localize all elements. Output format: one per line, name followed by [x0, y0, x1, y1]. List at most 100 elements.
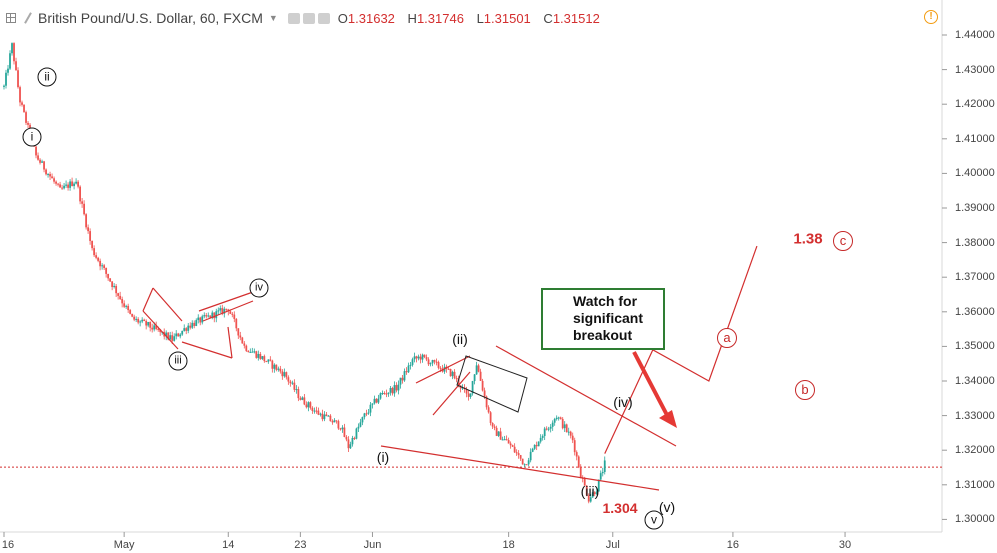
candle-body [507, 440, 510, 444]
source-icon[interactable] [302, 12, 315, 24]
candle-body [187, 325, 190, 331]
price-tick-label: 1.41000 [955, 132, 995, 145]
candle-body [151, 327, 154, 330]
breakout-arrow-head [659, 410, 677, 428]
candle-body [47, 174, 49, 176]
candle-body [539, 437, 542, 442]
candle-body [285, 372, 288, 378]
chevron-down-icon[interactable]: ▼ [268, 13, 278, 23]
candle-body [371, 403, 374, 405]
candle-body [453, 371, 456, 379]
wave-i-label: i [22, 127, 42, 147]
candle-body [23, 104, 25, 113]
candle-body [5, 72, 7, 86]
time-tick-label: 18 [502, 539, 515, 551]
projection-path [604, 245, 758, 454]
candle-body [185, 328, 188, 331]
candle-body [431, 360, 434, 364]
settings-icon[interactable] [287, 12, 300, 24]
candle-body [421, 354, 424, 360]
candle-body [17, 70, 19, 88]
candle-body [55, 181, 57, 184]
candle-body [209, 315, 212, 318]
candle-body [113, 285, 116, 287]
candle-body [545, 428, 548, 430]
candle-body [525, 464, 528, 466]
candle-body [253, 351, 256, 353]
target-c-label: c [833, 231, 853, 251]
candle-body [549, 426, 552, 429]
candle-body [19, 87, 21, 103]
candle-body [255, 351, 258, 358]
candle-body [259, 353, 262, 359]
candle-body [121, 299, 124, 304]
candle-body [571, 435, 574, 441]
candle-body [11, 43, 13, 54]
candle-body [275, 364, 278, 370]
candle-body [323, 414, 326, 420]
candle-body [427, 359, 430, 365]
price-tick-label: 1.43000 [955, 63, 995, 76]
wave-iv-label: iv [249, 278, 269, 298]
low-value-label: 1.304 [602, 500, 638, 516]
candle-body [363, 413, 366, 418]
candle-body [457, 378, 460, 386]
candle-body [9, 53, 11, 69]
candle-body [579, 467, 582, 478]
alert-icon[interactable]: ! [924, 10, 938, 24]
candle-body [45, 169, 47, 175]
candle-body [537, 441, 540, 447]
candle-body [367, 412, 370, 414]
candle-body [191, 322, 194, 328]
candle-body [449, 368, 452, 377]
expand-icon[interactable] [6, 13, 16, 23]
candle-body [379, 393, 382, 399]
candle-body [497, 431, 500, 436]
candle-body [181, 330, 184, 335]
candle-body [315, 410, 318, 412]
candle-body [435, 361, 438, 363]
candle-body [229, 311, 232, 314]
candle-body [355, 428, 358, 439]
candle-body [63, 185, 65, 189]
candle-body [471, 381, 474, 394]
candle-body [79, 186, 81, 202]
candle-body [439, 367, 442, 369]
candle-body [399, 377, 402, 385]
candle-body [603, 460, 606, 472]
target-value-label: 1.38 [793, 230, 823, 248]
candle-body [409, 364, 412, 366]
candle-body [271, 360, 274, 369]
candle-body [177, 333, 180, 337]
candle-body [235, 318, 238, 329]
candle-body [123, 303, 126, 307]
candle-body [179, 334, 182, 337]
symbol-title[interactable]: British Pound/U.S. Dollar, 60, FXCM [38, 10, 263, 26]
candle-body [485, 396, 488, 408]
candle-body [425, 357, 428, 360]
upper-trendline [495, 345, 677, 447]
candle-body [115, 285, 118, 294]
lower-trendline [380, 445, 660, 491]
candle-body [303, 397, 306, 405]
candle-body [329, 415, 332, 422]
candle-body [43, 161, 45, 170]
candle-body [105, 267, 108, 274]
candle-body [13, 43, 15, 62]
candle-body [89, 231, 92, 241]
candle-body [117, 293, 120, 296]
candle-body [373, 398, 376, 404]
close-icon[interactable] [317, 12, 330, 24]
candle-body [249, 351, 252, 353]
candle-body [505, 439, 508, 441]
candle-body [553, 419, 556, 423]
candle-body [383, 392, 386, 394]
candle-body [39, 159, 41, 163]
candle-body [61, 187, 63, 189]
chart-header: British Pound/U.S. Dollar, 60, FXCM ▼ O1… [0, 0, 940, 36]
candle-body [393, 385, 396, 394]
candle-body [495, 427, 498, 436]
candle-body [125, 305, 128, 307]
